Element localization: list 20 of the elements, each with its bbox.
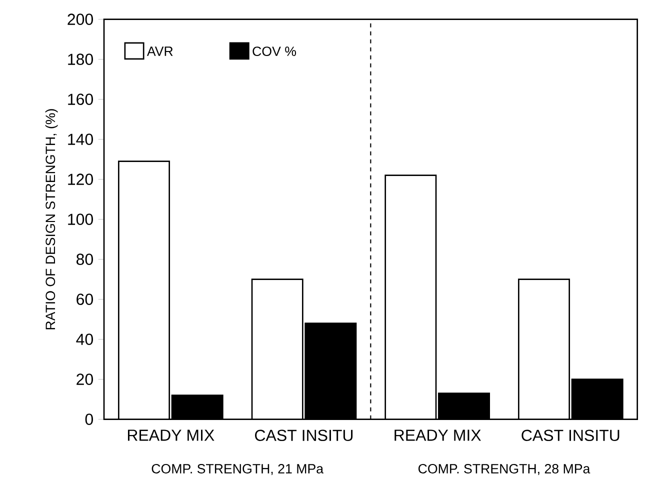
y-tick-label: 60 (76, 294, 93, 305)
y-tick-label: 80 (76, 254, 93, 265)
text: COMP. STRENGTH, 28 MPa (418, 464, 590, 476)
y-tick-label: 0 (85, 414, 93, 425)
text: COMP. STRENGTH, 21 MPa (152, 464, 324, 476)
legend-label: AVR (146, 46, 173, 56)
y-tick-label: 180 (68, 54, 93, 65)
y-tick-label: 140 (68, 134, 93, 145)
x-tick-label: READY MIX (394, 430, 481, 441)
y-tick-label: 100 (68, 214, 93, 225)
y-tick-label: 120 (68, 174, 93, 185)
y-tick-label: 40 (76, 334, 93, 345)
x-tick-label: CAST INSITU (522, 430, 620, 442)
y-tick-label: 160 (68, 94, 93, 105)
y-tick-label: 20 (76, 374, 93, 385)
x-tick-label: CAST INSITU (255, 430, 353, 442)
y-tick-label: 200 (68, 14, 93, 25)
legend-label: COV % (252, 46, 296, 56)
x-tick-label: READY MIX (128, 430, 214, 441)
y-axis-title: RATIO OF DESIGN STRENGTH, (%) (45, 109, 58, 330)
